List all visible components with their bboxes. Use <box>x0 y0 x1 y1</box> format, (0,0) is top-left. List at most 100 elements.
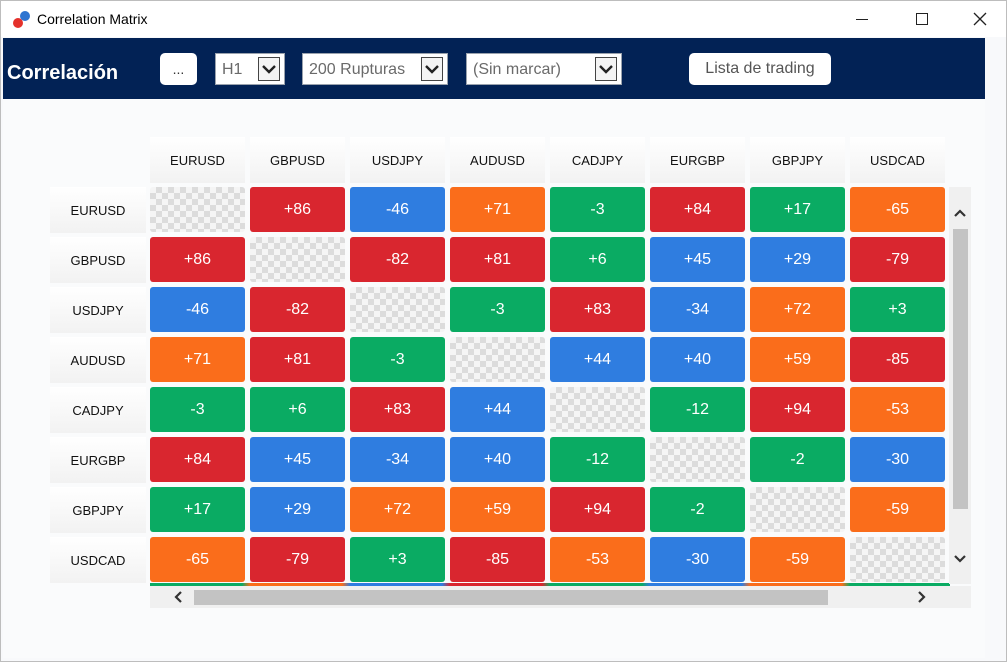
chevron-down-icon[interactable] <box>421 57 443 81</box>
matrix-cell[interactable]: -46 <box>150 287 245 332</box>
matrix-cell[interactable]: -79 <box>850 237 945 282</box>
matrix-cell[interactable]: -79 <box>250 537 345 582</box>
matrix-cell[interactable]: +72 <box>750 287 845 332</box>
marker-select[interactable]: (Sin marcar) <box>466 53 622 85</box>
matrix-cell[interactable]: +83 <box>350 387 445 432</box>
matrix-cell[interactable]: +59 <box>450 487 545 532</box>
matrix-cell[interactable]: -34 <box>350 437 445 482</box>
matrix-cell[interactable]: +40 <box>450 437 545 482</box>
row-header-audusd[interactable]: AUDUSD <box>50 337 146 383</box>
matrix-cell-diagonal[interactable] <box>450 337 545 382</box>
matrix-cell[interactable]: -12 <box>550 437 645 482</box>
row-header-usdjpy[interactable]: USDJPY <box>50 287 146 333</box>
timeframe-select[interactable]: H1 <box>215 53 285 85</box>
column-header-cadjpy[interactable]: CADJPY <box>550 137 645 183</box>
matrix-cell[interactable]: -30 <box>850 437 945 482</box>
matrix-cell[interactable]: +86 <box>150 237 245 282</box>
matrix-cell[interactable]: -82 <box>250 287 345 332</box>
matrix-cell[interactable]: +86 <box>250 187 345 232</box>
matrix-cell-diagonal[interactable] <box>250 237 345 282</box>
row-header-usdcad[interactable]: USDCAD <box>50 537 146 583</box>
matrix-cell[interactable]: +6 <box>550 237 645 282</box>
matrix-cell[interactable]: +44 <box>450 387 545 432</box>
breakouts-select[interactable]: 200 Rupturas <box>302 53 448 85</box>
more-options-button[interactable]: ... <box>160 53 197 85</box>
matrix-cell[interactable]: -34 <box>650 287 745 332</box>
column-header-eurgbp[interactable]: EURGBP <box>650 137 745 183</box>
matrix-cell[interactable]: +84 <box>650 187 745 232</box>
scroll-left-icon[interactable] <box>170 589 186 605</box>
matrix-cell[interactable]: +45 <box>250 437 345 482</box>
matrix-cell[interactable]: +44 <box>550 337 645 382</box>
matrix-cell[interactable]: +71 <box>450 187 545 232</box>
scroll-down-icon[interactable] <box>952 551 968 567</box>
matrix-cell[interactable]: +71 <box>150 337 245 382</box>
row-header-eurusd[interactable]: EURUSD <box>50 187 146 233</box>
matrix-cell[interactable]: -85 <box>450 537 545 582</box>
matrix-cell[interactable]: -3 <box>150 387 245 432</box>
matrix-cell[interactable]: +84 <box>150 437 245 482</box>
matrix-cell[interactable]: -3 <box>350 337 445 382</box>
horizontal-scrollbar[interactable] <box>150 586 971 608</box>
matrix-cell[interactable]: +3 <box>350 537 445 582</box>
chevron-down-icon[interactable] <box>258 57 280 81</box>
matrix-cell[interactable]: -85 <box>850 337 945 382</box>
matrix-cell[interactable]: -2 <box>750 437 845 482</box>
column-header-usdcad[interactable]: USDCAD <box>850 137 945 183</box>
matrix-cell-diagonal[interactable] <box>150 187 245 232</box>
row-header-gbpusd[interactable]: GBPUSD <box>50 237 146 283</box>
column-header-gbpusd[interactable]: GBPUSD <box>250 137 345 183</box>
minimize-button[interactable] <box>833 1 891 37</box>
matrix-cell-diagonal[interactable] <box>750 487 845 532</box>
column-header-usdjpy[interactable]: USDJPY <box>350 137 445 183</box>
chevron-down-icon[interactable] <box>595 57 617 81</box>
row-header-cadjpy[interactable]: CADJPY <box>50 387 146 433</box>
column-header-audusd[interactable]: AUDUSD <box>450 137 545 183</box>
matrix-cell[interactable]: -3 <box>550 187 645 232</box>
column-header-eurusd[interactable]: EURUSD <box>150 137 245 183</box>
maximize-button[interactable] <box>893 1 951 37</box>
matrix-cell[interactable]: -59 <box>750 537 845 582</box>
matrix-cell[interactable]: -82 <box>350 237 445 282</box>
matrix-cell[interactable]: -59 <box>850 487 945 532</box>
matrix-cell[interactable]: -53 <box>550 537 645 582</box>
matrix-cell[interactable]: -46 <box>350 187 445 232</box>
matrix-cell[interactable]: -3 <box>450 287 545 332</box>
matrix-cell-diagonal[interactable] <box>850 537 945 582</box>
matrix-cell[interactable]: +81 <box>450 237 545 282</box>
close-button[interactable] <box>951 1 1007 37</box>
breakouts-value: 200 Rupturas <box>309 61 406 78</box>
vertical-scrollbar[interactable] <box>949 187 971 584</box>
matrix-cell[interactable]: +94 <box>550 487 645 532</box>
matrix-cell[interactable]: +83 <box>550 287 645 332</box>
row-header-eurgbp[interactable]: EURGBP <box>50 437 146 483</box>
matrix-cell[interactable]: +3 <box>850 287 945 332</box>
matrix-cell[interactable]: +17 <box>150 487 245 532</box>
row-header-gbpjpy[interactable]: GBPJPY <box>50 487 146 533</box>
matrix-cell[interactable]: -30 <box>650 537 745 582</box>
matrix-cell[interactable]: -65 <box>850 187 945 232</box>
matrix-cell[interactable]: +29 <box>750 237 845 282</box>
matrix-cell-diagonal[interactable] <box>550 387 645 432</box>
matrix-cell[interactable]: -53 <box>850 387 945 432</box>
matrix-cell-diagonal[interactable] <box>350 287 445 332</box>
matrix-cell-diagonal[interactable] <box>650 437 745 482</box>
vertical-scroll-thumb[interactable] <box>953 229 968 509</box>
matrix-cell[interactable]: +59 <box>750 337 845 382</box>
matrix-cell[interactable]: +94 <box>750 387 845 432</box>
matrix-cell[interactable]: +45 <box>650 237 745 282</box>
scroll-up-icon[interactable] <box>952 205 968 221</box>
matrix-cell[interactable]: +6 <box>250 387 345 432</box>
matrix-cell[interactable]: -2 <box>650 487 745 532</box>
matrix-cell[interactable]: +40 <box>650 337 745 382</box>
scroll-right-icon[interactable] <box>914 589 930 605</box>
matrix-cell[interactable]: -12 <box>650 387 745 432</box>
matrix-cell[interactable]: +81 <box>250 337 345 382</box>
column-header-gbpjpy[interactable]: GBPJPY <box>750 137 845 183</box>
matrix-cell[interactable]: +29 <box>250 487 345 532</box>
matrix-cell[interactable]: +72 <box>350 487 445 532</box>
trading-list-button[interactable]: Lista de trading <box>689 53 831 85</box>
horizontal-scroll-thumb[interactable] <box>194 590 828 605</box>
matrix-cell[interactable]: +17 <box>750 187 845 232</box>
matrix-cell[interactable]: -65 <box>150 537 245 582</box>
